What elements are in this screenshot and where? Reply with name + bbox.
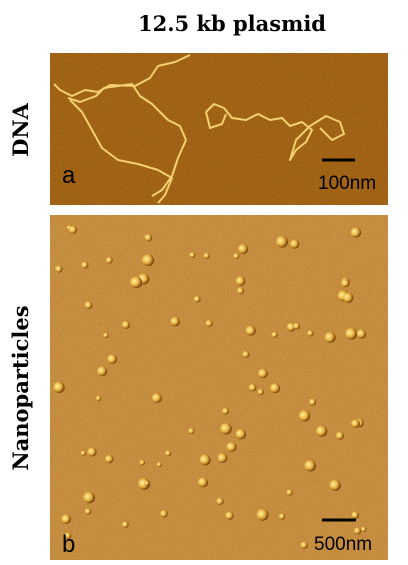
nanoparticle xyxy=(88,447,97,456)
nanoparticle xyxy=(189,252,195,258)
nanoparticle xyxy=(194,296,201,303)
nanoparticle xyxy=(106,257,113,264)
nanoparticle xyxy=(242,351,249,358)
afm-texture xyxy=(50,215,388,560)
nanoparticle xyxy=(257,509,269,521)
nanoparticle xyxy=(188,428,194,434)
figure: 12.5 kb plasmid a 100nm DNA b 500nm Nano… xyxy=(0,0,408,565)
nanoparticle xyxy=(81,451,86,456)
nanoparticle xyxy=(139,460,145,466)
nanoparticle xyxy=(157,462,162,467)
nanoparticle xyxy=(293,323,300,330)
nanoparticle xyxy=(206,320,213,327)
row-label: Nanoparticles xyxy=(8,305,33,470)
nanoparticle xyxy=(83,492,95,504)
nanoparticle xyxy=(272,332,278,338)
nanoparticle xyxy=(61,514,71,524)
nanoparticle xyxy=(53,382,64,393)
nanoparticle xyxy=(55,265,62,272)
nanoparticle xyxy=(330,480,341,491)
nanoparticle xyxy=(236,429,247,440)
nanoparticle xyxy=(97,366,107,376)
nanoparticle xyxy=(309,399,316,406)
nanoparticle xyxy=(236,276,246,286)
panel-letter: a xyxy=(62,162,76,189)
nanoparticle xyxy=(286,489,292,495)
nanoparticle xyxy=(122,521,129,528)
nanoparticle xyxy=(160,510,167,517)
nanoparticle xyxy=(258,389,264,395)
nanoparticle xyxy=(290,239,299,248)
nanoparticle xyxy=(216,498,223,505)
nanoparticle xyxy=(325,332,336,343)
nanoparticle xyxy=(69,226,77,234)
nanoparticle xyxy=(144,481,149,486)
nanoparticle xyxy=(343,293,353,303)
nanoparticle xyxy=(345,328,357,340)
nanoparticle xyxy=(351,227,361,237)
nanoparticle xyxy=(279,513,285,519)
row-label: DNA xyxy=(8,102,33,156)
nanoparticle xyxy=(165,450,171,456)
figure-title: 12.5 kb plasmid xyxy=(138,11,326,36)
nanoparticle xyxy=(304,460,316,472)
nanoparticle xyxy=(170,317,179,326)
nanoparticle xyxy=(107,354,117,364)
nanoparticle xyxy=(105,455,113,463)
nanoparticle xyxy=(222,408,229,415)
nanoparticle xyxy=(198,477,208,487)
nanoparticle xyxy=(301,541,308,548)
nanoparticle xyxy=(85,508,91,514)
nanoparticle xyxy=(204,253,210,259)
nanoparticle xyxy=(122,321,130,329)
nanoparticle xyxy=(351,419,360,428)
nanoparticle xyxy=(351,511,358,518)
nanoparticle xyxy=(226,442,236,452)
nanoparticle xyxy=(200,455,211,466)
nanoparticle xyxy=(225,512,233,520)
nanoparticle xyxy=(218,453,228,463)
nanoparticle xyxy=(142,254,154,266)
scale-label: 500nm xyxy=(314,534,372,555)
nanoparticle xyxy=(233,253,239,259)
scale-label: 100nm xyxy=(318,173,376,194)
nanoparticle xyxy=(361,527,366,532)
nanoparticle xyxy=(307,330,313,336)
nanoparticle xyxy=(336,432,344,440)
nanoparticle xyxy=(237,287,244,294)
nanoparticle xyxy=(316,426,327,437)
nanoparticle xyxy=(249,384,257,392)
nanoparticle xyxy=(341,279,349,287)
nanoparticle xyxy=(246,326,256,336)
nanoparticle xyxy=(145,234,153,242)
nanoparticle xyxy=(85,301,93,309)
nanoparticle xyxy=(299,410,310,421)
nanoparticle xyxy=(130,276,142,288)
nanoparticle xyxy=(103,333,108,338)
nanoparticle xyxy=(357,329,366,338)
nanoparticle xyxy=(270,383,280,393)
nanoparticle xyxy=(81,262,88,269)
nanoparticle xyxy=(258,369,268,379)
nanoparticle xyxy=(276,236,288,248)
nanoparticle xyxy=(220,423,232,435)
panel-letter: b xyxy=(62,531,75,558)
nanoparticle xyxy=(96,396,101,401)
nanoparticle xyxy=(152,393,162,403)
nanoparticle xyxy=(238,244,248,254)
